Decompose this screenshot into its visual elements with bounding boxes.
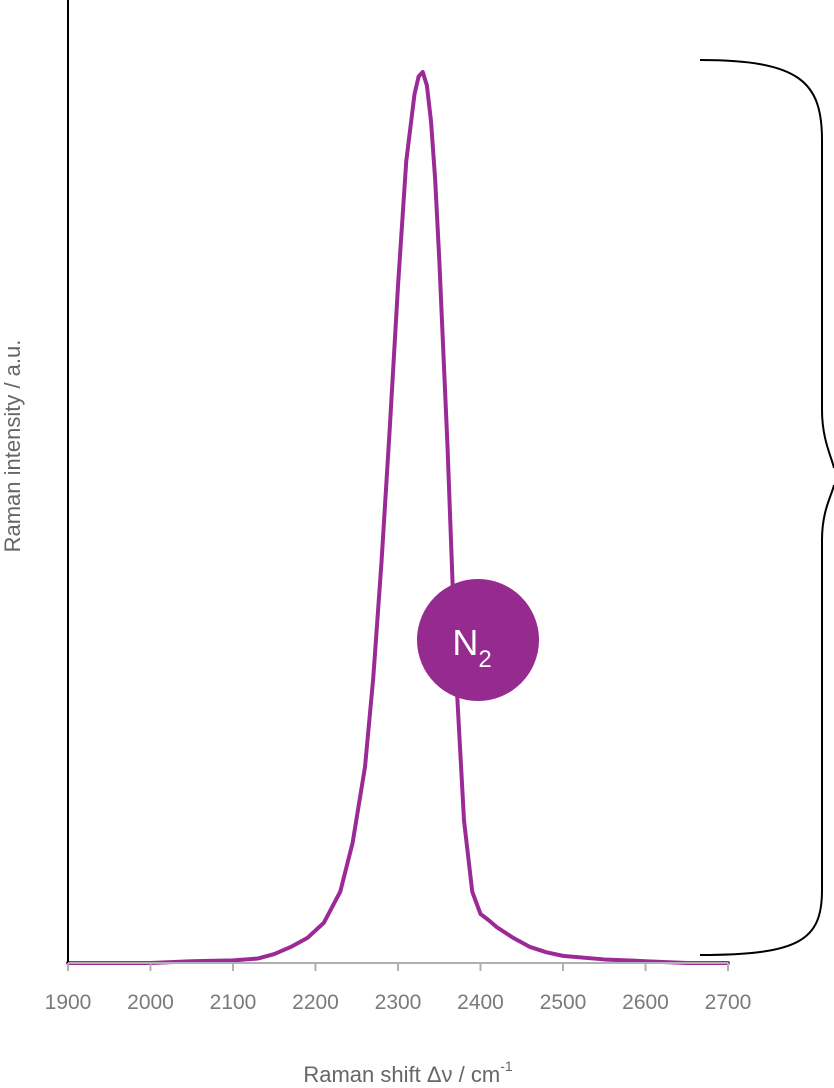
x-tick-label: 2500 <box>540 991 587 1014</box>
x-tick-label: 2000 <box>127 991 174 1014</box>
x-tick-label: 2600 <box>622 991 669 1014</box>
x-tick-label: 2700 <box>705 991 752 1014</box>
x-tick-labels: 1900 2000 2100 2200 2300 2400 2500 2600 2700 <box>45 991 752 1014</box>
n2-badge-circle <box>417 579 539 701</box>
x-tick-label: 2200 <box>292 991 339 1014</box>
x-axis-title-superscript: -1 <box>500 1058 513 1074</box>
plot-area <box>66 70 730 965</box>
x-tick-label: 2300 <box>375 991 422 1014</box>
right-brace-annotation <box>699 59 834 956</box>
n2-badge: N2 <box>417 579 539 701</box>
n2-badge-label: N2 <box>452 622 491 673</box>
x-tick-label: 2100 <box>210 991 257 1014</box>
n2-badge-subscript: 2 <box>478 646 491 673</box>
spectrum-series-line <box>66 70 730 965</box>
x-axis-title: Raman shift Δν / cm-1 <box>303 1058 513 1087</box>
axes <box>67 0 729 971</box>
x-tick-label: 2400 <box>457 991 504 1014</box>
x-tick-label: 1900 <box>45 991 92 1014</box>
n2-badge-letter: N <box>452 622 478 663</box>
y-axis-title: Raman intensity / a.u. <box>0 340 25 553</box>
x-axis-title-text: Raman shift Δν / cm <box>303 1062 500 1087</box>
